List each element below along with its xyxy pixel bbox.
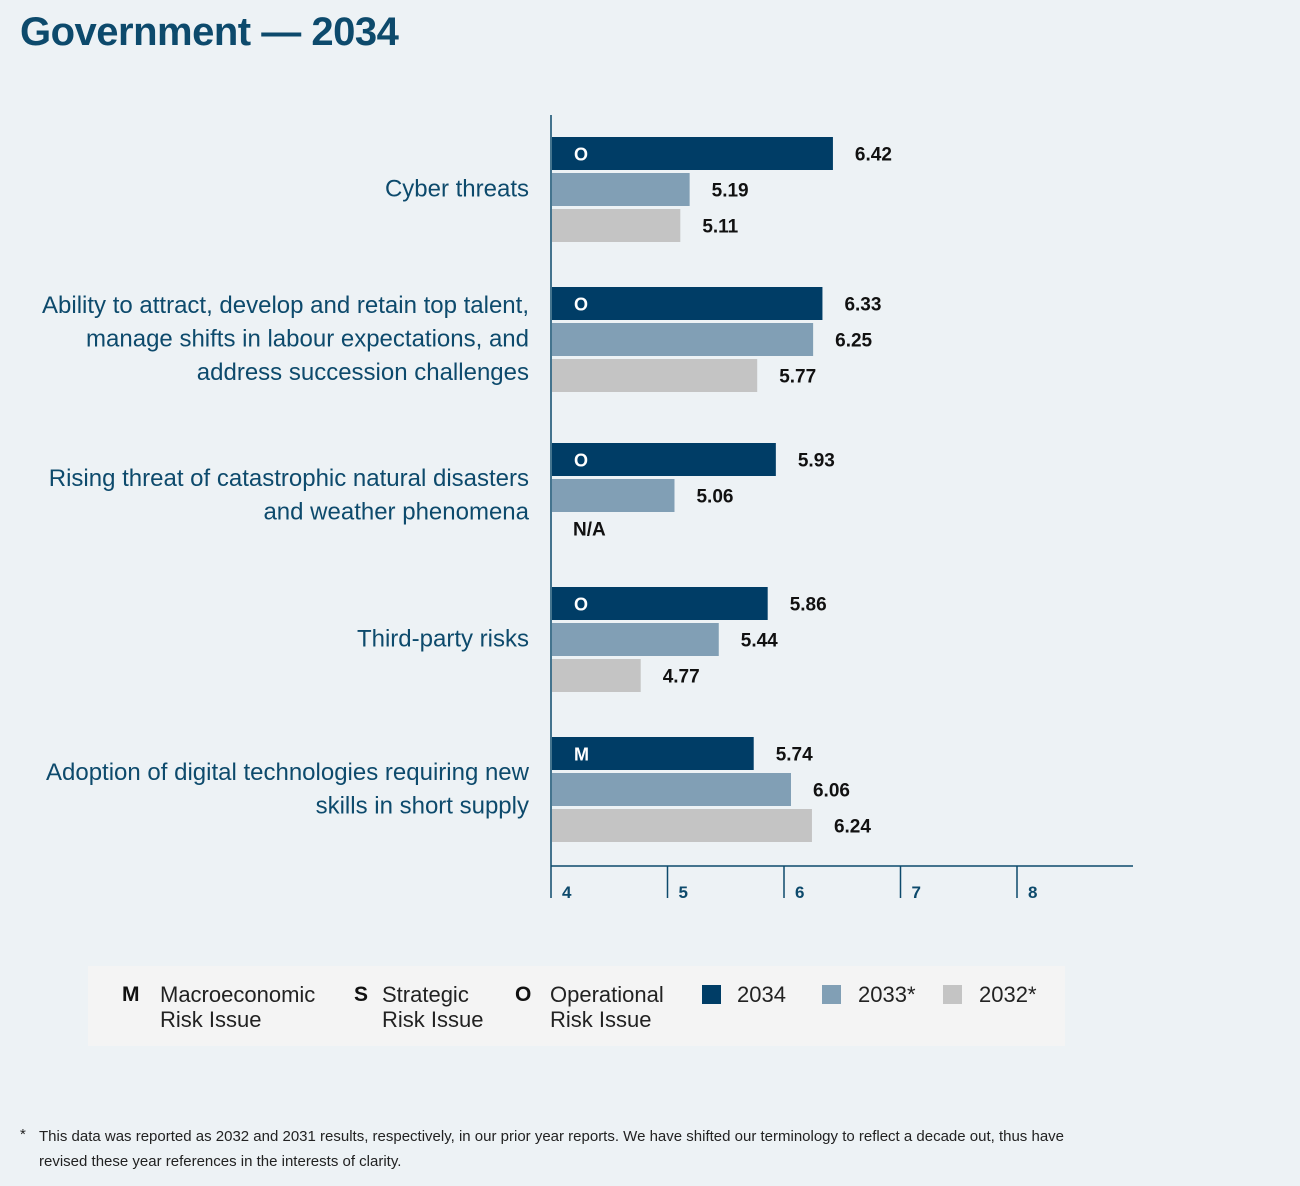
legend-text-line1: Strategic [382, 982, 469, 1007]
data-label: 5.93 [798, 451, 835, 472]
bar-2033 [552, 173, 690, 206]
bar-2033 [552, 773, 791, 806]
category-label: Ability to attract, develop and retain t… [42, 292, 529, 319]
legend-code-m: M [122, 983, 140, 1006]
bar-2033 [552, 623, 719, 656]
bar-2034 [552, 137, 833, 170]
x-tick-label: 7 [912, 883, 921, 902]
data-label: 5.44 [741, 631, 778, 652]
bar-2034 [552, 287, 823, 320]
category-label: Adoption of digital technologies requiri… [46, 759, 530, 786]
legend-label-2032: 2032* [979, 982, 1037, 1007]
legend-text-line2: Risk Issue [160, 1007, 262, 1032]
bar-2032 [552, 359, 758, 392]
bar-2033 [552, 323, 814, 356]
footnote-marker: * [20, 1126, 26, 1143]
data-label: 5.11 [702, 217, 738, 238]
bar-2032 [552, 809, 812, 842]
legend-swatch-2032 [943, 985, 962, 1004]
bar-2032 [552, 209, 681, 242]
data-label: 5.74 [776, 745, 813, 766]
bar-2033 [552, 479, 675, 512]
x-tick-label: 6 [795, 883, 804, 902]
legend-code-o: O [515, 983, 532, 1006]
data-label: 6.33 [844, 295, 881, 316]
category-label: and weather phenomena [263, 498, 529, 525]
data-label: 6.25 [835, 331, 872, 352]
legend-text-line2: Risk Issue [382, 1007, 484, 1032]
legend: M Macroeconomic Risk Issue S Strategic R… [88, 966, 1065, 1046]
legend-code-s: S [354, 983, 369, 1006]
legend-label-2034: 2034 [737, 982, 786, 1007]
legend-text-line2: Risk Issue [550, 1007, 652, 1032]
category-label: skills in short supply [316, 792, 529, 819]
legend-label-2033: 2033* [858, 982, 916, 1007]
x-tick-label: 8 [1028, 883, 1037, 902]
x-tick-label: 5 [679, 883, 688, 902]
legend-text-line1: Macroeconomic [160, 982, 316, 1007]
risk-type-code: O [574, 145, 588, 165]
legend-swatch-2033 [822, 985, 841, 1004]
risk-type-code: O [574, 595, 588, 615]
x-tick-label: 4 [562, 883, 572, 902]
bar-2032 [552, 659, 641, 692]
risk-type-code: O [574, 451, 588, 471]
data-label: 6.42 [855, 145, 892, 166]
risk-type-code: M [574, 745, 589, 765]
data-label: 6.06 [813, 781, 850, 802]
data-label: 5.77 [779, 367, 816, 388]
category-label: Third-party risks [357, 626, 529, 653]
page-title: Government — 2034 [20, 10, 399, 54]
data-label: 4.77 [663, 667, 700, 688]
category-label: Rising threat of catastrophic natural di… [49, 465, 529, 492]
bar-2034 [552, 737, 754, 770]
data-label: 5.86 [790, 595, 827, 616]
data-label-na: N/A [573, 520, 606, 541]
bar-chart: 4 5 6 7 8 Cyber threats 6.42 O 5.19 5.11 Ability t… [42, 115, 1133, 902]
legend-swatch-2034 [702, 985, 721, 1004]
legend-text-line1: Operational [550, 982, 664, 1007]
bar-2034 [552, 443, 776, 476]
risk-type-code: O [574, 295, 588, 315]
footnote-text: This data was reported as 2032 and 2031 … [39, 1128, 1065, 1170]
category-label: manage shifts in labour expectations, an… [86, 326, 529, 353]
data-label: 5.19 [712, 181, 749, 202]
data-label: 6.24 [834, 817, 871, 838]
data-label: 5.06 [696, 487, 733, 508]
category-label: Cyber threats [385, 176, 529, 203]
bar-2034 [552, 587, 768, 620]
category-label: address succession challenges [197, 359, 529, 386]
